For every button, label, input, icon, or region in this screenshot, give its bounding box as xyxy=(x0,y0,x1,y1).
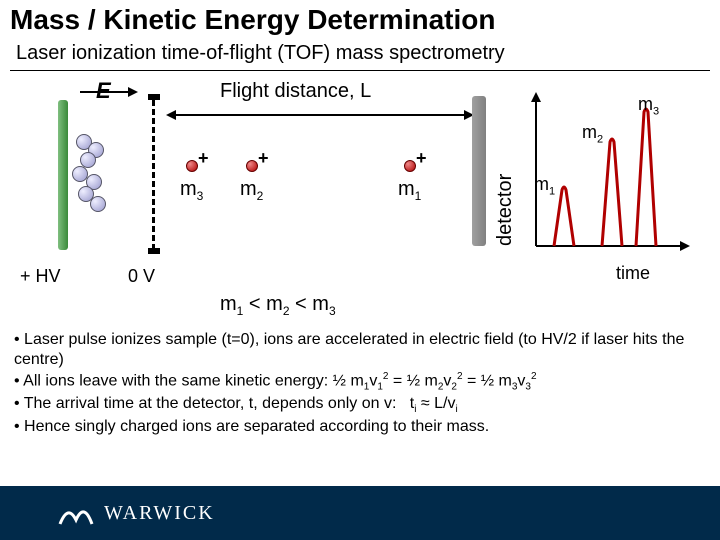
peak-m2-label: m2 xyxy=(582,122,603,146)
time-axis-label: time xyxy=(616,263,650,284)
detector-plate xyxy=(472,96,486,246)
tof-diagram: E + HV 0 V Flight distance, L + m3 + m2 + m1 … xyxy=(20,78,700,308)
ion-m1 xyxy=(404,160,416,172)
grid-plate xyxy=(152,100,155,250)
grid-cap-top xyxy=(148,94,160,100)
slide: Mass / Kinetic Energy Determination Lase… xyxy=(0,0,720,540)
ion-m1-label: m1 xyxy=(398,178,421,203)
tof-chart: m1 m2 m3 xyxy=(520,88,690,258)
grid-cap-bottom xyxy=(148,248,160,254)
zero-v-label: 0 V xyxy=(128,266,155,287)
footer-bar: WARWICK xyxy=(0,486,720,540)
ion-m3-charge: + xyxy=(198,148,209,169)
sample-particle xyxy=(90,196,106,212)
peak-m3-label: m3 xyxy=(638,94,659,118)
subtitle-underline xyxy=(10,70,710,71)
peak-m1 xyxy=(554,187,574,246)
flight-distance-label: Flight distance, L xyxy=(220,80,371,103)
ion-m2-charge: + xyxy=(258,148,269,169)
peak-m1-label: m1 xyxy=(534,174,555,198)
bullet-item: • All ions leave with the same kinetic e… xyxy=(14,371,706,394)
ion-m3-label: m3 xyxy=(180,178,203,203)
bullet-item: • Laser pulse ionizes sample (t=0), ions… xyxy=(14,330,706,371)
hv-plate xyxy=(58,100,68,250)
detector-label: detector xyxy=(494,174,517,246)
flight-arrow xyxy=(166,108,474,122)
bullet-list: • Laser pulse ionizes sample (t=0), ions… xyxy=(14,330,706,438)
bullet-item: • The arrival time at the detector, t, d… xyxy=(14,394,706,417)
peak-m3 xyxy=(636,109,656,246)
ion-m1-charge: + xyxy=(416,148,427,169)
mass-ordering: m1 < m2 < m3 xyxy=(220,293,336,318)
subtitle: Laser ionization time-of-flight (TOF) ma… xyxy=(16,42,505,65)
bullet-item: • Hence singly charged ions are separate… xyxy=(14,417,706,437)
tof-chart-svg xyxy=(520,88,690,258)
warwick-logo-icon xyxy=(56,494,96,534)
hv-label: + HV xyxy=(20,266,61,287)
page-title: Mass / Kinetic Energy Determination xyxy=(10,4,495,36)
e-field-label: E xyxy=(96,78,111,104)
ion-m3 xyxy=(186,160,198,172)
ion-m2 xyxy=(246,160,258,172)
warwick-wordmark: WARWICK xyxy=(104,502,215,525)
ion-m2-label: m2 xyxy=(240,178,263,203)
peak-m2 xyxy=(602,139,622,246)
